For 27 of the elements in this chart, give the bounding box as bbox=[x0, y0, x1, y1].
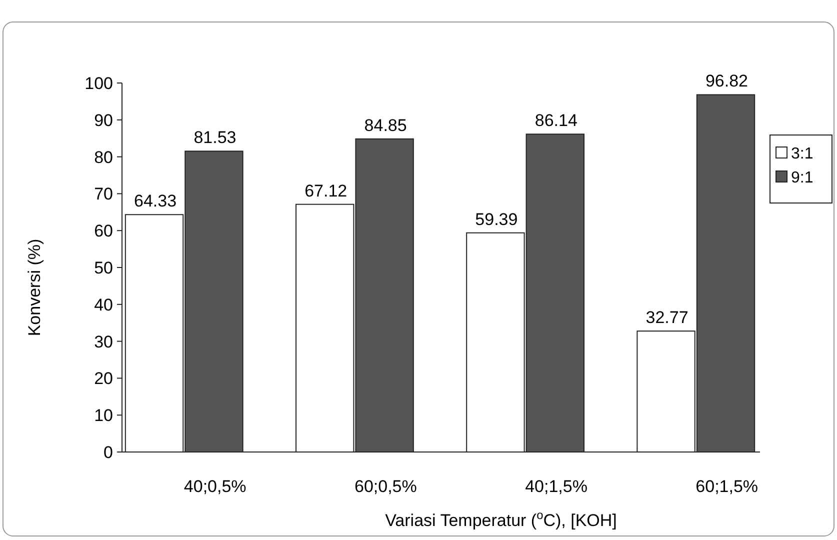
y-axis-title: Konversi (%) bbox=[25, 238, 44, 336]
y-tick-label: 30 bbox=[94, 332, 113, 352]
data-label: 64.33 bbox=[134, 192, 177, 211]
y-tick-label: 90 bbox=[94, 110, 113, 130]
legend-label: 3:1 bbox=[791, 146, 814, 163]
x-tick-label: 40;0,5% bbox=[184, 477, 246, 496]
y-tick-label: 50 bbox=[94, 258, 113, 278]
y-tick-label: 70 bbox=[94, 184, 113, 204]
data-label: 84.85 bbox=[364, 116, 407, 135]
y-tick-label: 60 bbox=[94, 222, 113, 241]
y-tick-label: 20 bbox=[94, 369, 113, 388]
y-tick-label: 40 bbox=[94, 295, 113, 314]
data-label: 67.12 bbox=[304, 181, 348, 200]
y-tick-label: 10 bbox=[94, 406, 113, 426]
x-tick-label: 60;1,5% bbox=[696, 477, 758, 496]
data-label: 86.14 bbox=[534, 111, 578, 130]
x-tick-label: 40;1,5% bbox=[525, 477, 588, 496]
y-tick-label: 80 bbox=[94, 148, 113, 167]
y-tick-label: 0 bbox=[104, 442, 113, 462]
data-label: 81.53 bbox=[194, 128, 236, 148]
x-axis-title: Variasi Temperatur ($^{o}$C), [KOH] bbox=[385, 508, 617, 530]
data-label: 59.39 bbox=[475, 210, 518, 229]
x-tick-label: 60;0,5% bbox=[354, 477, 417, 496]
data-label: 32.77 bbox=[646, 308, 688, 328]
legend-label: 9:1 bbox=[791, 170, 814, 187]
data-label: 96.82 bbox=[705, 72, 748, 91]
y-tick-label: 100 bbox=[84, 74, 113, 93]
